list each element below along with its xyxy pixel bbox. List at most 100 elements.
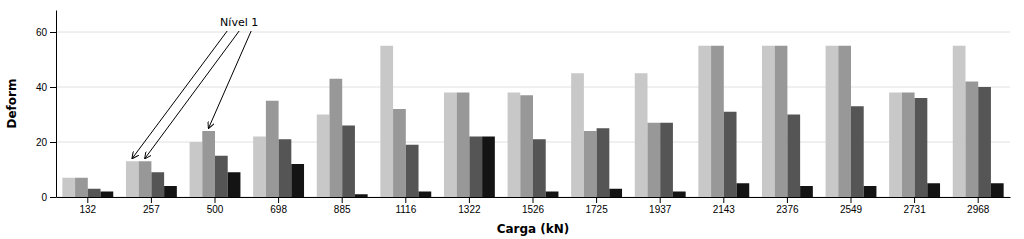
bars bbox=[62, 46, 1003, 197]
tick-label: 2549 bbox=[840, 204, 863, 215]
tick-label: 257 bbox=[143, 204, 160, 215]
bar bbox=[826, 46, 839, 197]
tick: 500 bbox=[207, 197, 224, 215]
tick: 2376 bbox=[776, 197, 799, 215]
bar bbox=[457, 93, 470, 198]
bar bbox=[406, 145, 419, 197]
bar bbox=[647, 123, 660, 197]
tick-label: 1116 bbox=[395, 204, 416, 215]
plot: 1322575006988851116132215261725193721432… bbox=[36, 11, 1011, 216]
tick: 2968 bbox=[967, 197, 990, 215]
tick-label: 2376 bbox=[776, 204, 799, 215]
bar bbox=[279, 139, 292, 197]
tick-mark bbox=[469, 197, 470, 203]
bar bbox=[762, 46, 775, 197]
bar bbox=[291, 164, 304, 197]
bar bbox=[419, 192, 432, 198]
bar bbox=[62, 178, 75, 197]
tick-mark bbox=[533, 197, 534, 203]
x-axis-title: Carga (kN) bbox=[497, 222, 570, 236]
y-axis-title: Deform bbox=[5, 79, 19, 129]
bar bbox=[202, 131, 215, 197]
tick-label: 2143 bbox=[713, 204, 736, 215]
bar bbox=[482, 137, 495, 198]
bar bbox=[164, 186, 177, 197]
tick-mark bbox=[342, 197, 343, 203]
bar bbox=[724, 112, 737, 197]
bar bbox=[101, 192, 114, 198]
bar bbox=[151, 172, 164, 197]
bar bbox=[978, 87, 991, 197]
tick: 885 bbox=[334, 197, 351, 215]
tick-label: 698 bbox=[270, 204, 287, 215]
tick-label: 132 bbox=[79, 204, 96, 215]
tick-label: 500 bbox=[207, 204, 224, 215]
bar bbox=[215, 156, 228, 197]
tick-label: 20 bbox=[36, 137, 48, 148]
bar bbox=[571, 73, 584, 197]
tick: 60 bbox=[36, 27, 56, 38]
bar bbox=[139, 161, 152, 197]
bar bbox=[787, 115, 800, 198]
tick: 1937 bbox=[649, 197, 672, 215]
series bbox=[88, 87, 991, 197]
bar bbox=[508, 93, 521, 198]
tick-mark bbox=[787, 197, 788, 203]
bar bbox=[660, 123, 673, 197]
tick-label: 60 bbox=[36, 27, 48, 38]
bar bbox=[355, 194, 368, 197]
bar bbox=[737, 183, 750, 197]
bar bbox=[266, 101, 279, 197]
tick-mark bbox=[723, 197, 724, 203]
tick-label: 2968 bbox=[967, 204, 990, 215]
tick-label: 1725 bbox=[585, 204, 608, 215]
tick-label: 885 bbox=[334, 204, 351, 215]
bar bbox=[88, 189, 101, 197]
tick-mark bbox=[851, 197, 852, 203]
bar bbox=[775, 46, 788, 197]
bar bbox=[851, 106, 864, 197]
chart: 1322575006988851116132215261725193721432… bbox=[0, 0, 1024, 239]
bar bbox=[126, 161, 139, 197]
tick-mark bbox=[50, 32, 56, 33]
tick: 257 bbox=[143, 197, 160, 215]
bar bbox=[927, 183, 940, 197]
annotation-arrow bbox=[145, 31, 239, 158]
series bbox=[101, 137, 1004, 198]
tick: 0 bbox=[41, 192, 56, 203]
annotations: Nível 1 bbox=[132, 16, 258, 158]
tick-mark bbox=[215, 197, 216, 203]
annotation-arrow bbox=[209, 31, 252, 128]
tick-mark bbox=[596, 197, 597, 203]
bar bbox=[635, 73, 648, 197]
tick: 2731 bbox=[903, 197, 926, 215]
tick: 2143 bbox=[713, 197, 736, 215]
bar bbox=[546, 192, 559, 198]
tick-label: 40 bbox=[36, 82, 48, 93]
grid-line bbox=[56, 32, 1010, 33]
grid bbox=[56, 32, 1010, 197]
x-axis: 1322575006988851116132215261725193721432… bbox=[57, 197, 1011, 215]
tick: 20 bbox=[36, 137, 56, 148]
tick-mark bbox=[50, 87, 56, 88]
tick-label: 0 bbox=[41, 192, 47, 203]
y-axis: 0 20 40 60 bbox=[36, 11, 57, 203]
tick: 2549 bbox=[840, 197, 863, 215]
bar bbox=[342, 126, 355, 198]
bar bbox=[253, 137, 266, 198]
tick: 698 bbox=[270, 197, 287, 215]
tick-mark bbox=[914, 197, 915, 203]
bar bbox=[75, 178, 88, 197]
tick-mark bbox=[660, 197, 661, 203]
tick-mark bbox=[50, 197, 56, 198]
bar bbox=[698, 46, 711, 197]
bar bbox=[444, 93, 457, 198]
tick-mark bbox=[151, 197, 152, 203]
tick-mark bbox=[978, 197, 979, 203]
bar bbox=[329, 79, 342, 197]
bar bbox=[393, 109, 406, 197]
tick-label: 1937 bbox=[649, 204, 672, 215]
bar bbox=[915, 98, 928, 197]
grid-line bbox=[56, 87, 1010, 88]
bar bbox=[991, 183, 1004, 197]
